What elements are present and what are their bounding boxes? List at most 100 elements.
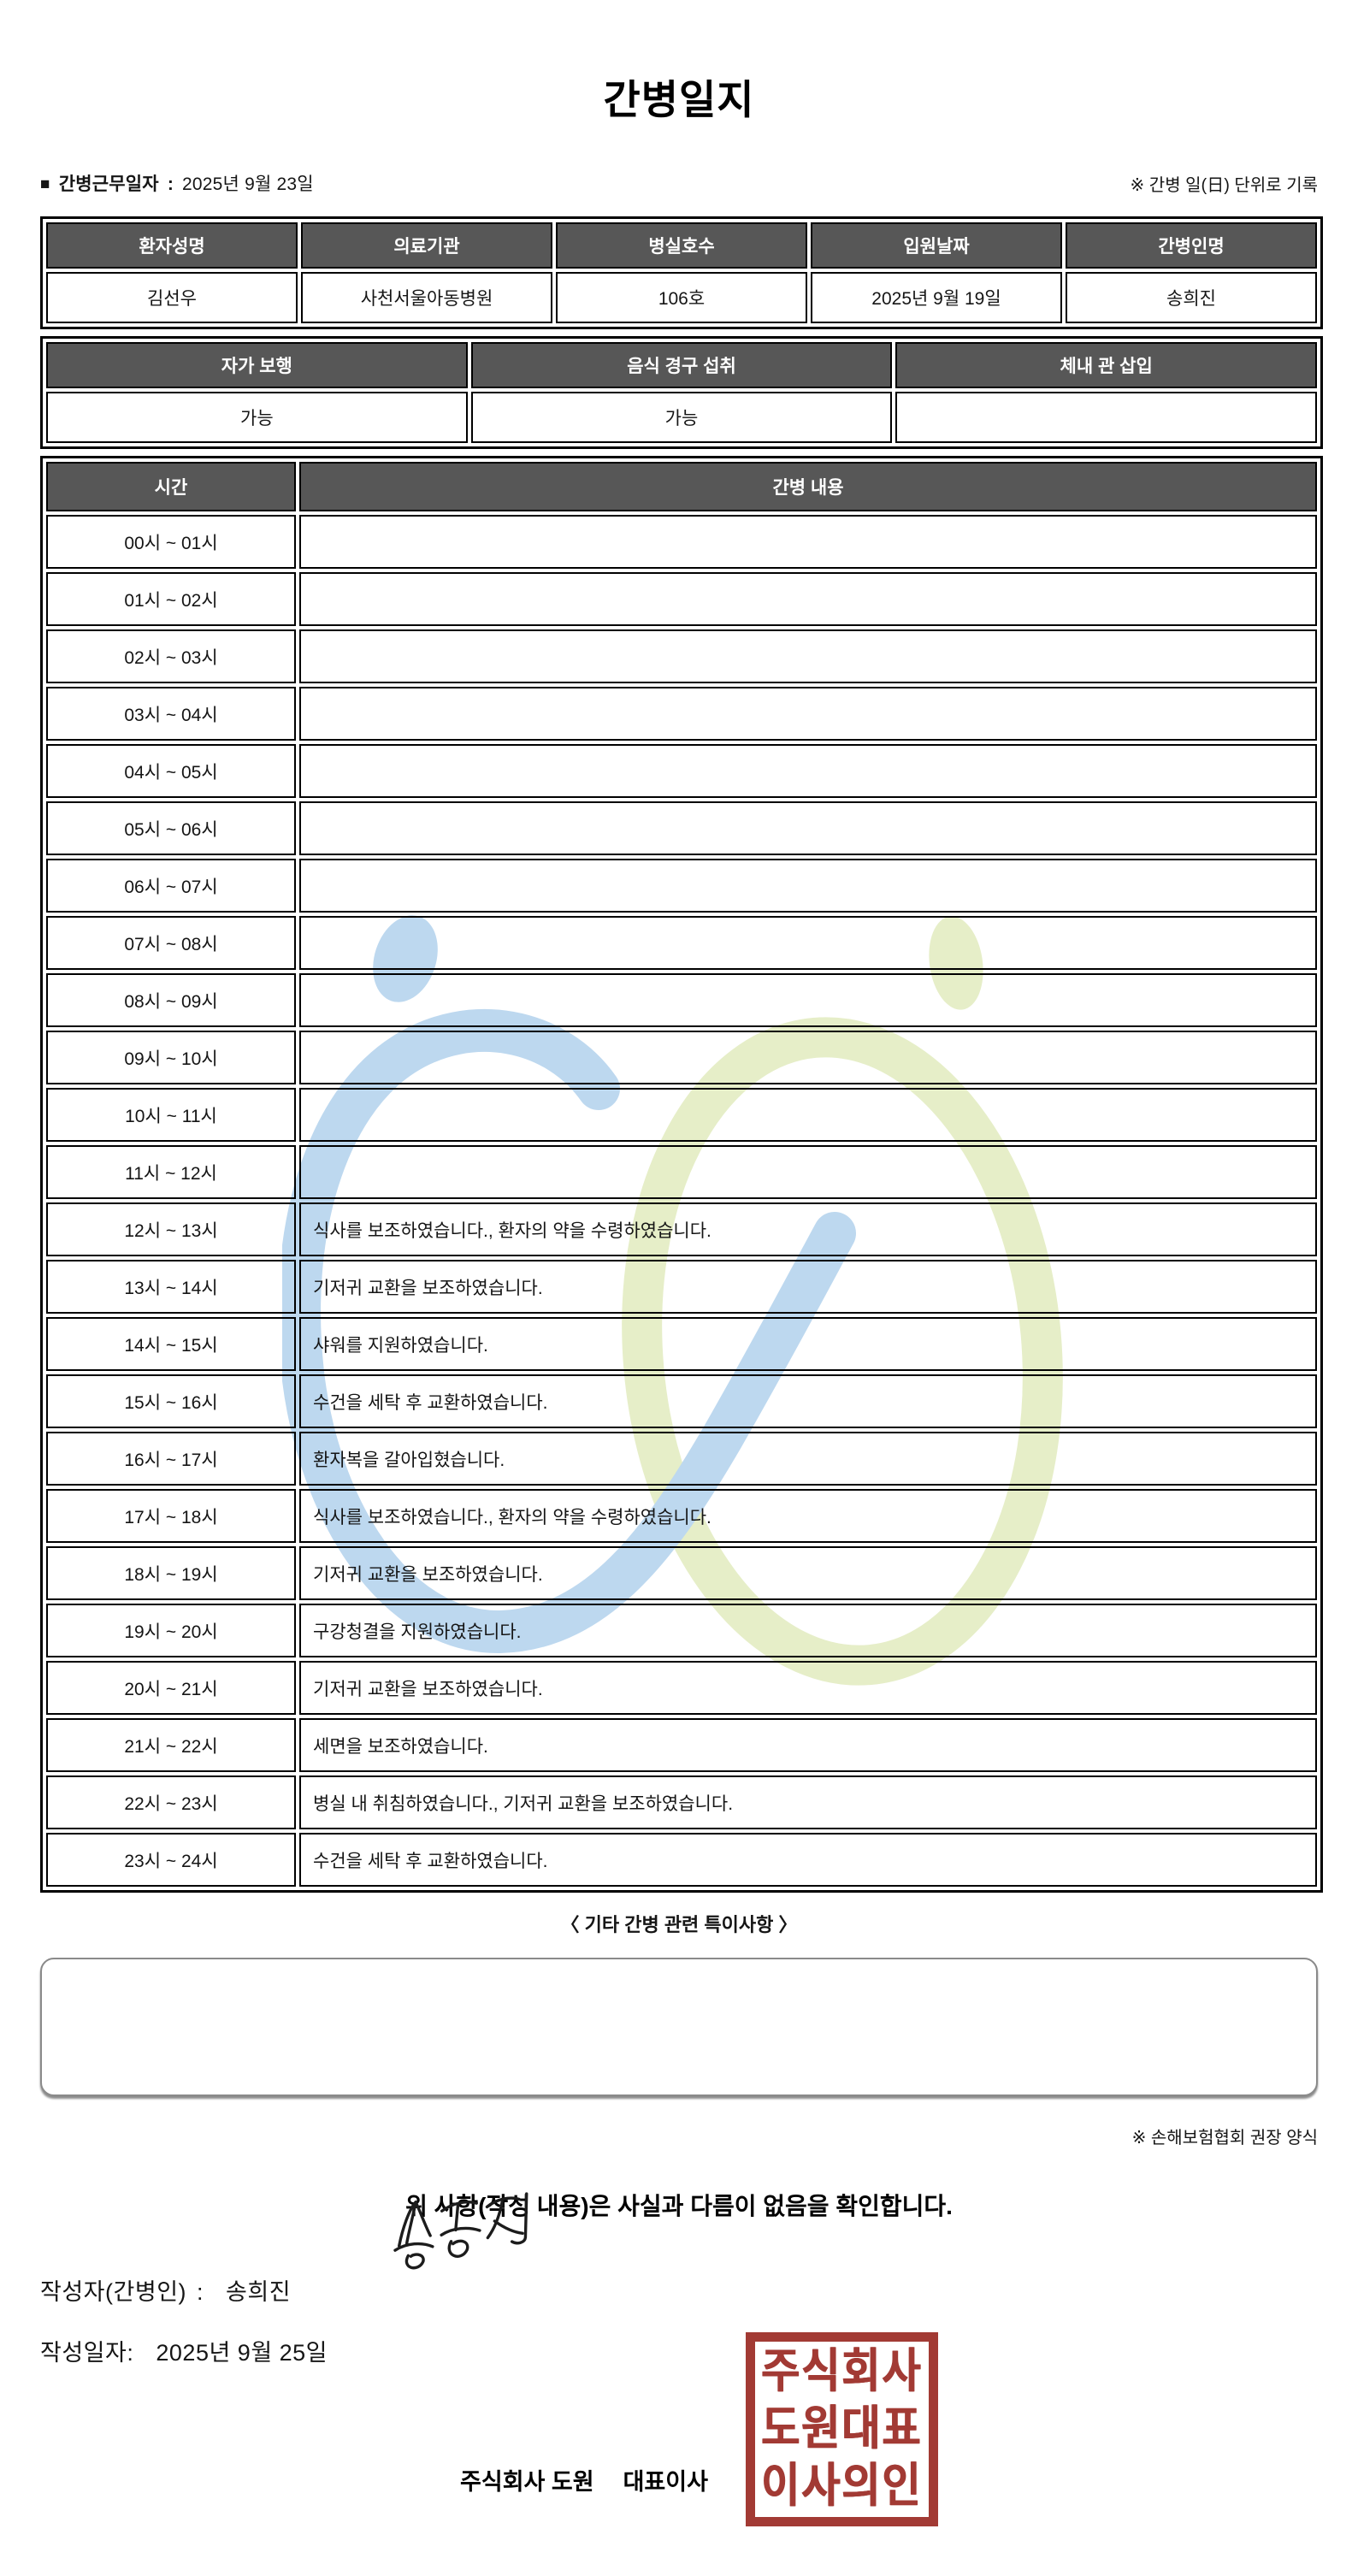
hour-range-cell: 15시 ~ 16시: [46, 1374, 296, 1428]
company-line: 주식회사 도원 대표이사: [40, 2463, 1318, 2496]
hourly-row: 04시 ~ 05시: [46, 744, 1317, 798]
hourly-row: 20시 ~ 21시 기저귀 교환을 보조하였습니다.: [46, 1661, 1317, 1715]
hour-range-cell: 22시 ~ 23시: [46, 1775, 296, 1829]
care-content-cell: [299, 687, 1317, 741]
info-value-cell: 사천서울아동병원: [301, 272, 552, 323]
care-content-cell: 샤워를 지원하였습니다.: [299, 1317, 1317, 1371]
hour-range-cell: 23시 ~ 24시: [46, 1833, 296, 1887]
meta-row: ■ 간병근무일자:2025년 9월 23일 ※ 간병 일(日) 단위로 기록: [40, 170, 1318, 196]
patient-info-table: 환자성명 의료기관 병실호수 입원날짜 간병인명 김선우 사천서울아동병원 106호 2025…: [40, 216, 1323, 329]
hourly-header-row: 시간 간병 내용: [46, 462, 1317, 511]
stamp-line-1: 주식회사: [761, 2345, 923, 2398]
care-content-cell: 수건을 세탁 후 교환하였습니다.: [299, 1374, 1317, 1428]
special-notes-box[interactable]: [40, 1958, 1318, 2096]
hour-range-cell: 09시 ~ 10시: [46, 1031, 296, 1084]
hourly-row: 13시 ~ 14시 기저귀 교환을 보조하였습니다.: [46, 1260, 1317, 1314]
status-value-cell: [895, 392, 1317, 443]
hourly-care-table: 시간 간병 내용 00시 ~ 01시 01시 ~ 02시 02시 ~ 03시 03시 …: [40, 456, 1323, 1893]
hourly-row: 10시 ~ 11시: [46, 1088, 1317, 1142]
info-value-cell: 김선우: [46, 272, 298, 323]
care-work-date: ■ 간병근무일자:2025년 9월 23일: [40, 170, 314, 196]
status-header-cell: 체내 관 삽입: [895, 342, 1317, 388]
hourly-row: 06시 ~ 07시: [46, 859, 1317, 913]
writer-name: 송희진: [226, 2279, 292, 2305]
info-value-cell: 106호: [556, 272, 807, 323]
confirmation-statement: 위 사항(작성 내용)은 사실과 다름이 없음을 확인합니다.: [405, 2193, 953, 2219]
hour-range-cell: 20시 ~ 21시: [46, 1661, 296, 1715]
hour-range-cell: 16시 ~ 17시: [46, 1432, 296, 1486]
care-content-cell: [299, 1145, 1317, 1199]
hourly-row: 05시 ~ 06시: [46, 801, 1317, 855]
care-work-date-value: 2025년 9월 23일: [182, 174, 314, 194]
hourly-row: 11시 ~ 12시: [46, 1145, 1317, 1199]
colon-separator: :: [127, 2340, 134, 2366]
company-name: 주식회사 도원: [460, 2469, 594, 2495]
special-notes-heading: 〈 기타 간병 관련 특이사항 〉: [560, 1914, 798, 1935]
care-content-cell: 기저귀 교환을 보조하였습니다.: [299, 1661, 1317, 1715]
hour-range-cell: 17시 ~ 18시: [46, 1489, 296, 1543]
written-date-label: 작성일자: [40, 2340, 127, 2366]
hour-range-cell: 19시 ~ 20시: [46, 1604, 296, 1657]
hour-range-cell: 08시 ~ 09시: [46, 973, 296, 1027]
hourly-row: 19시 ~ 20시 구강청결을 지원하였습니다.: [46, 1604, 1317, 1657]
info-header-cell: 병실호수: [556, 222, 807, 269]
care-content-cell: [299, 629, 1317, 683]
company-role: 대표이사: [623, 2469, 708, 2495]
info-header-cell: 환자성명: [46, 222, 298, 269]
time-column-header: 시간: [46, 462, 296, 511]
hourly-row: 21시 ~ 22시 세면을 보조하였습니다.: [46, 1718, 1317, 1772]
patient-status-value-row: 가능 가능: [46, 392, 1317, 443]
hourly-row: 14시 ~ 15시 샤워를 지원하였습니다.: [46, 1317, 1317, 1371]
hour-range-cell: 05시 ~ 06시: [46, 801, 296, 855]
stamp-line-3: 이사의인: [761, 2460, 923, 2513]
hourly-row: 18시 ~ 19시 기저귀 교환을 보조하였습니다.: [46, 1546, 1317, 1600]
care-content-cell: [299, 801, 1317, 855]
hourly-row: 07시 ~ 08시: [46, 916, 1317, 970]
care-content-cell: [299, 1088, 1317, 1142]
hour-range-cell: 00시 ~ 01시: [46, 515, 296, 569]
care-content-cell: [299, 515, 1317, 569]
care-content-column-header: 간병 내용: [299, 462, 1317, 511]
care-content-cell: 환자복을 갈아입혔습니다.: [299, 1432, 1317, 1486]
writer-label: 작성자(간병인): [40, 2279, 187, 2305]
status-value-cell: 가능: [46, 392, 468, 443]
info-value-cell: 2025년 9월 19일: [811, 272, 1062, 323]
hour-range-cell: 14시 ~ 15시: [46, 1317, 296, 1371]
written-date-line: 작성일자: 2025년 9월 25일: [40, 2334, 1318, 2367]
info-header-cell: 입원날짜: [811, 222, 1062, 269]
corporate-seal-stamp: 주식회사 도원대표 이사의인: [746, 2332, 938, 2526]
writer-line: 작성자(간병인): 송희진: [40, 2273, 1318, 2307]
care-content-cell: 병실 내 취침하였습니다., 기저귀 교환을 보조하였습니다.: [299, 1775, 1317, 1829]
hourly-row: 17시 ~ 18시 식사를 보조하였습니다., 환자의 약을 수령하였습니다.: [46, 1489, 1317, 1543]
stamp-line-2: 도원대표: [761, 2402, 923, 2455]
hour-range-cell: 06시 ~ 07시: [46, 859, 296, 913]
care-content-cell: [299, 973, 1317, 1027]
page-title: 간병일지: [603, 77, 755, 122]
care-content-cell: 수건을 세탁 후 교환하였습니다.: [299, 1833, 1317, 1887]
hour-range-cell: 07시 ~ 08시: [46, 916, 296, 970]
hourly-row: 09시 ~ 10시: [46, 1031, 1317, 1084]
hourly-row: 16시 ~ 17시 환자복을 갈아입혔습니다.: [46, 1432, 1317, 1486]
info-value-cell: 송희진: [1066, 272, 1317, 323]
hourly-row: 01시 ~ 02시: [46, 572, 1317, 626]
hourly-row: 08시 ~ 09시: [46, 973, 1317, 1027]
patient-info-value-row: 김선우 사천서울아동병원 106호 2025년 9월 19일 송희진: [46, 272, 1317, 323]
hour-range-cell: 11시 ~ 12시: [46, 1145, 296, 1199]
status-value-cell: 가능: [470, 392, 893, 443]
written-date-value: 2025년 9월 25일: [156, 2340, 328, 2366]
square-bullet-icon: ■: [40, 175, 50, 193]
recommended-form-note: ※ 손해보험협회 권장 양식: [1131, 2129, 1318, 2148]
care-content-cell: 구강청결을 지원하였습니다.: [299, 1604, 1317, 1657]
care-work-date-label: 간병근무일자: [58, 174, 159, 194]
info-header-cell: 의료기관: [301, 222, 552, 269]
status-header-cell: 자가 보행: [46, 342, 468, 388]
info-header-cell: 간병인명: [1066, 222, 1317, 269]
patient-info-header-row: 환자성명 의료기관 병실호수 입원날짜 간병인명: [46, 222, 1317, 269]
hour-range-cell: 01시 ~ 02시: [46, 572, 296, 626]
hourly-row: 22시 ~ 23시 병실 내 취침하였습니다., 기저귀 교환을 보조하였습니다.: [46, 1775, 1317, 1829]
care-content-cell: [299, 744, 1317, 798]
care-content-cell: [299, 916, 1317, 970]
hour-range-cell: 13시 ~ 14시: [46, 1260, 296, 1314]
hour-range-cell: 03시 ~ 04시: [46, 687, 296, 741]
